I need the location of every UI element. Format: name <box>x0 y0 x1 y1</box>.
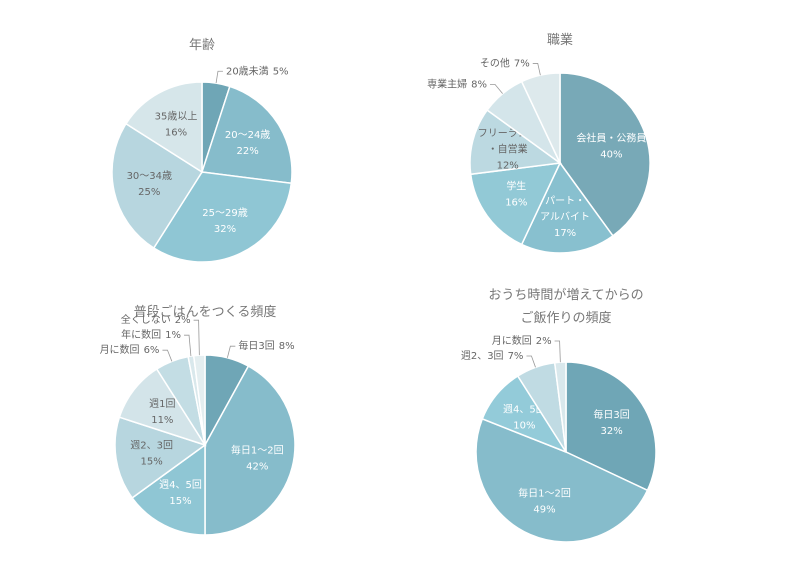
slice-label: 月に数回 <box>492 334 532 347</box>
slice-label: 専業主婦 <box>427 77 467 90</box>
slice-label: 20〜24歳 <box>225 129 270 141</box>
value-label: 5% <box>273 66 289 77</box>
value-label: 16% <box>505 198 527 209</box>
value-label: 49% <box>533 505 555 516</box>
chart-title: おうち時間が増えてからのご飯作りの頻度 <box>488 288 643 326</box>
pie-slice <box>520 161 614 254</box>
pie-slice <box>553 361 567 453</box>
pie-slice <box>124 81 203 174</box>
chart-title: 普段ごはんをつくる頻度 <box>134 304 277 320</box>
pie-slice <box>114 416 207 499</box>
value-label: 15% <box>141 456 163 467</box>
slice-label: 30〜34歳 <box>127 170 172 182</box>
slice-label: 週1回 <box>149 398 175 410</box>
slice-label: 35歳以上 <box>155 111 198 123</box>
value-label: 8% <box>471 79 487 90</box>
outside-label: 月に数回 6% <box>100 343 160 356</box>
pie-slice <box>520 72 561 164</box>
chart-title: 職業 <box>547 32 573 48</box>
value-label: 32% <box>214 224 236 235</box>
leader-line <box>226 345 236 358</box>
slice-label: 25〜29歳 <box>202 207 247 219</box>
slice-label: 週4、5回 <box>503 404 546 416</box>
pie-slice <box>475 417 649 543</box>
slice-label: 会社員・公務員 <box>576 131 646 144</box>
value-label: 1% <box>165 330 181 341</box>
slice-label: その他 <box>480 56 510 69</box>
value-label: 40% <box>600 149 622 160</box>
value-label: 7% <box>508 351 524 362</box>
value-label: 12% <box>497 161 519 172</box>
slice-label: 毎日3回 <box>593 408 629 421</box>
slice-label: 週2、3回 <box>461 350 504 362</box>
slice-label: 月に数回 <box>100 343 140 356</box>
pie-slice <box>111 122 204 250</box>
leader-line <box>526 355 536 368</box>
pie-slice <box>469 162 562 246</box>
value-label: 25% <box>138 187 160 198</box>
leader-line <box>554 340 561 363</box>
leader-line <box>532 63 541 76</box>
outside-label: 20歳未満 5% <box>226 65 289 77</box>
slice-label: 毎日1〜2回 <box>518 487 571 500</box>
pie-slice <box>131 443 206 536</box>
value-label: 42% <box>246 461 268 472</box>
slice-label: 週4、5回 <box>159 479 202 491</box>
outside-label: 週2、3回 7% <box>461 350 524 362</box>
slice-label: 年に数回 <box>121 328 161 341</box>
slice-label: パート・アルバイト <box>540 195 590 223</box>
outside-label: 月に数回 2% <box>492 334 552 347</box>
pie-slice <box>204 365 296 536</box>
value-label: 17% <box>554 228 576 239</box>
slice-label: 20歳未満 <box>226 65 269 77</box>
outside-label: 全くしない 2% <box>121 313 191 326</box>
value-label: 16% <box>165 128 187 139</box>
pie-slice <box>565 361 657 492</box>
value-label: 2% <box>175 315 191 326</box>
leader-line <box>162 349 173 362</box>
value-label: 2% <box>536 336 552 347</box>
outside-label: 毎日3回 8% <box>238 339 294 352</box>
value-label: 11% <box>151 415 173 426</box>
outside-label: その他 7% <box>480 56 530 69</box>
slice-label: 毎日1〜2回 <box>231 443 284 456</box>
outside-label: 専業主婦 8% <box>427 77 487 90</box>
slice-label: 週2、3回 <box>130 439 173 451</box>
value-label: 15% <box>169 496 191 507</box>
value-label: 7% <box>514 58 530 69</box>
value-label: 8% <box>279 341 295 352</box>
value-label: 22% <box>236 146 258 157</box>
slice-label: 毎日3回 <box>238 339 274 352</box>
leader-line <box>489 84 503 94</box>
pie-slice <box>192 354 206 446</box>
leader-line <box>215 70 223 84</box>
pie-slice <box>469 109 562 176</box>
leader-line <box>184 334 192 357</box>
value-label: 32% <box>600 426 622 437</box>
slice-label: 学生 <box>506 180 526 193</box>
pie-slice <box>559 72 651 237</box>
chart-title: 年齢 <box>189 38 215 53</box>
leader-line <box>193 319 200 356</box>
outside-label: 年に数回 1% <box>121 328 181 341</box>
value-label: 6% <box>144 345 160 356</box>
pie-slice <box>201 85 293 185</box>
slice-label: 全くしない <box>121 313 171 326</box>
value-label: 10% <box>513 421 535 432</box>
